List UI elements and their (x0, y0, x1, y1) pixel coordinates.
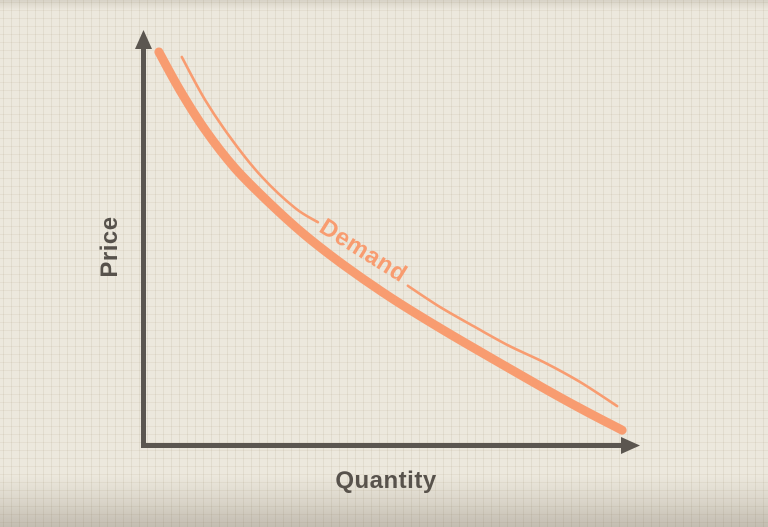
demand-curves (154, 47, 627, 435)
y-axis-label: Price (96, 216, 123, 278)
x-axis-arrow-icon (621, 437, 640, 454)
demand-curve-stroke (180, 55, 320, 224)
demand-curve-stroke (406, 284, 619, 408)
y-axis-arrow-icon (135, 30, 152, 49)
demand-curve-stroke (154, 47, 627, 435)
x-axis-label: Quantity (335, 467, 437, 494)
